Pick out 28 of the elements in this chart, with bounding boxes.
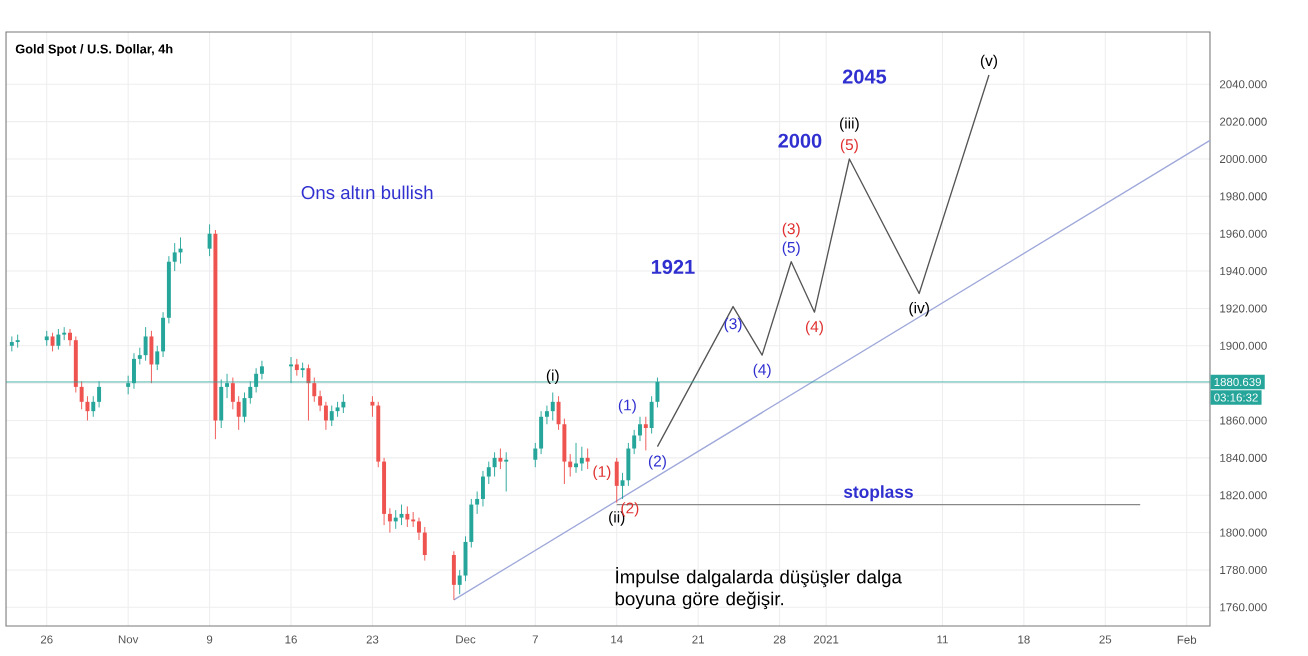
series-label: stoplass xyxy=(843,485,913,502)
candlestick xyxy=(492,451,497,478)
candlestick xyxy=(643,416,648,451)
annotation: Ons altın bullish xyxy=(301,185,433,200)
candlestick xyxy=(149,330,154,384)
candlestick xyxy=(399,504,404,526)
candlestick xyxy=(550,392,555,421)
candlestick xyxy=(498,448,503,470)
candlestick xyxy=(451,550,456,601)
annotation: 1921 xyxy=(651,259,695,275)
candlestick xyxy=(143,326,148,362)
candlestick xyxy=(579,446,584,472)
candlestick xyxy=(56,328,61,350)
candlestick xyxy=(504,451,509,492)
candlestick xyxy=(585,448,590,470)
candlestick xyxy=(50,332,55,352)
candlestick xyxy=(207,223,212,257)
candlestick xyxy=(15,334,20,349)
annotation: 2045 xyxy=(842,69,887,84)
candlestick xyxy=(405,505,410,528)
candlestick xyxy=(480,470,485,507)
annotation: İmpulse dalgalarda düşüşler dalga boyuna göre değişir. xyxy=(615,567,902,610)
candlestick xyxy=(574,442,578,474)
candlestick xyxy=(329,405,334,427)
candlestick xyxy=(341,393,346,414)
candlestick xyxy=(614,457,619,504)
candlestick xyxy=(422,526,427,562)
annotation: 2000 xyxy=(778,133,822,148)
